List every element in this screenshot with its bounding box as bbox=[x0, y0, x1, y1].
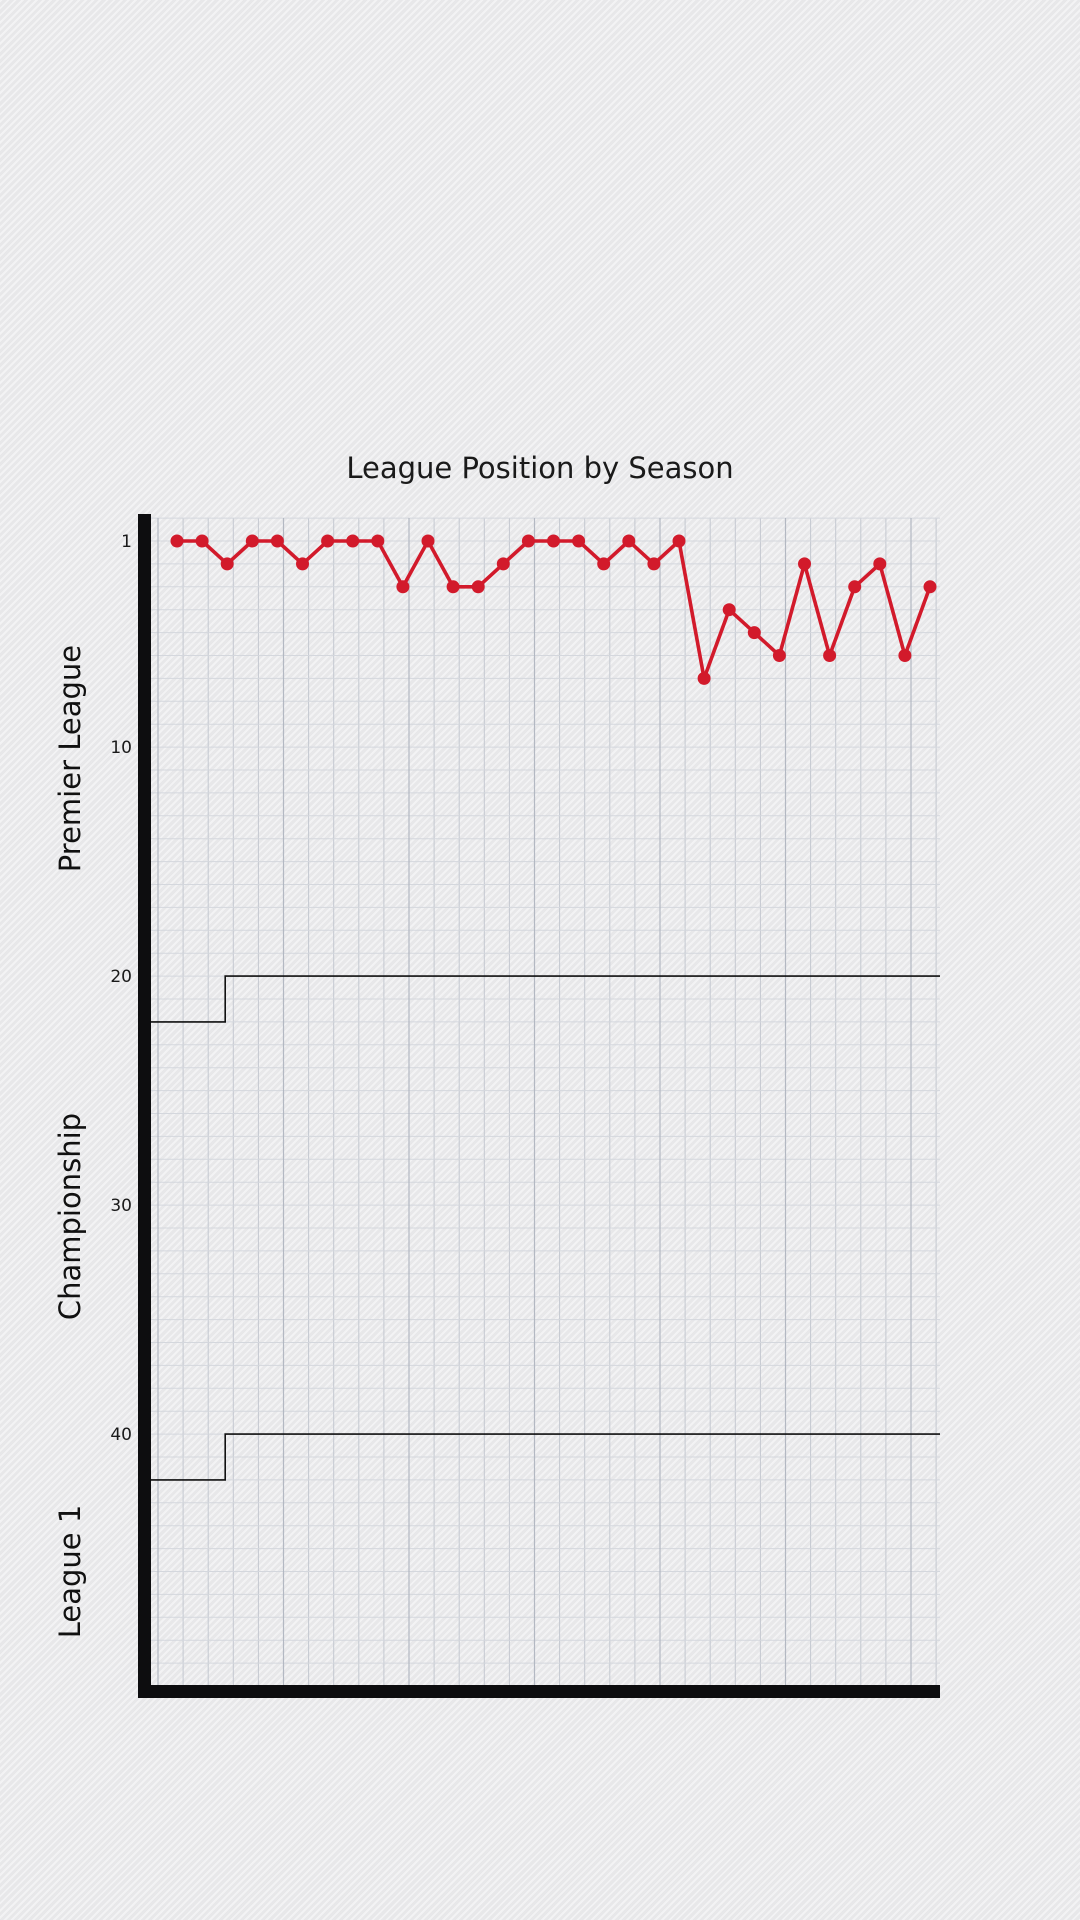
data-point bbox=[421, 534, 435, 548]
data-point bbox=[496, 557, 510, 571]
data-point bbox=[772, 649, 786, 662]
data-point bbox=[471, 580, 485, 594]
y-tick-labels: 1 10 20 30 40 bbox=[110, 532, 132, 1445]
data-point bbox=[270, 534, 284, 548]
division-boundary-line bbox=[151, 975, 940, 1023]
data-point bbox=[873, 557, 887, 571]
data-point bbox=[848, 580, 862, 594]
division-band-label: League 1 bbox=[53, 1505, 87, 1639]
data-point bbox=[220, 557, 234, 571]
x-axis-line bbox=[138, 1685, 940, 1698]
data-point bbox=[346, 534, 360, 548]
division-band-label: Championship bbox=[53, 1113, 87, 1320]
data-point bbox=[747, 626, 761, 640]
data-point bbox=[396, 580, 410, 594]
data-point bbox=[722, 603, 736, 617]
data-point bbox=[572, 534, 586, 548]
division-boundary-line bbox=[151, 1433, 940, 1481]
data-point bbox=[597, 557, 611, 571]
division-boundaries bbox=[151, 975, 940, 1481]
y-tick-label: 40 bbox=[110, 1425, 132, 1445]
data-point bbox=[245, 534, 259, 548]
data-point bbox=[672, 534, 686, 548]
division-band-labels: Premier League Championship League 1 bbox=[53, 645, 87, 1638]
division-band-label: Premier League bbox=[53, 645, 87, 872]
data-point bbox=[647, 557, 661, 571]
data-point bbox=[170, 534, 184, 548]
grid-major bbox=[157, 518, 912, 1685]
data-point bbox=[521, 534, 535, 548]
grid-minor bbox=[151, 517, 940, 1685]
data-point bbox=[798, 557, 811, 571]
data-point bbox=[195, 534, 209, 548]
data-point bbox=[446, 580, 460, 594]
data-point bbox=[296, 557, 309, 571]
data-point bbox=[898, 649, 912, 662]
data-point bbox=[622, 534, 636, 548]
data-point bbox=[321, 534, 335, 548]
data-point bbox=[697, 671, 711, 685]
data-point bbox=[371, 534, 385, 548]
y-axis-line bbox=[138, 514, 151, 1696]
y-tick-label: 30 bbox=[110, 1196, 132, 1216]
data-point bbox=[547, 534, 560, 548]
y-tick-label: 10 bbox=[110, 738, 132, 758]
data-point bbox=[823, 649, 837, 662]
data-point bbox=[923, 580, 937, 594]
chart-title: League Position by Season bbox=[346, 451, 733, 485]
y-tick-label: 1 bbox=[121, 532, 132, 552]
y-tick-label: 20 bbox=[110, 967, 132, 987]
series-group bbox=[170, 534, 937, 685]
